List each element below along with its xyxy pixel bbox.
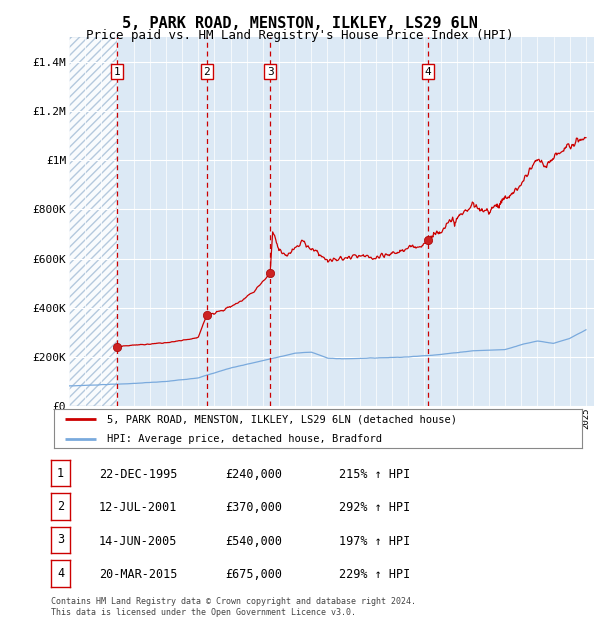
Text: Price paid vs. HM Land Registry's House Price Index (HPI): Price paid vs. HM Land Registry's House … (86, 29, 514, 42)
Text: 4: 4 (57, 567, 64, 580)
Text: 12-JUL-2001: 12-JUL-2001 (99, 501, 178, 514)
Text: £240,000: £240,000 (225, 467, 282, 481)
Text: 4: 4 (425, 66, 431, 77)
Text: 1: 1 (57, 466, 64, 479)
Text: £540,000: £540,000 (225, 534, 282, 547)
Text: 20-MAR-2015: 20-MAR-2015 (99, 568, 178, 581)
Text: £675,000: £675,000 (225, 568, 282, 581)
Text: HPI: Average price, detached house, Bradford: HPI: Average price, detached house, Brad… (107, 434, 382, 444)
Text: 3: 3 (57, 533, 64, 546)
Text: Contains HM Land Registry data © Crown copyright and database right 2024.
This d: Contains HM Land Registry data © Crown c… (51, 598, 416, 617)
Text: 22-DEC-1995: 22-DEC-1995 (99, 467, 178, 481)
Text: 292% ↑ HPI: 292% ↑ HPI (339, 501, 410, 514)
Text: 229% ↑ HPI: 229% ↑ HPI (339, 568, 410, 581)
Text: 2: 2 (57, 500, 64, 513)
Text: 14-JUN-2005: 14-JUN-2005 (99, 534, 178, 547)
Text: 5, PARK ROAD, MENSTON, ILKLEY, LS29 6LN (detached house): 5, PARK ROAD, MENSTON, ILKLEY, LS29 6LN … (107, 414, 457, 424)
Text: 2: 2 (203, 66, 210, 77)
Text: 197% ↑ HPI: 197% ↑ HPI (339, 534, 410, 547)
Text: 5, PARK ROAD, MENSTON, ILKLEY, LS29 6LN: 5, PARK ROAD, MENSTON, ILKLEY, LS29 6LN (122, 16, 478, 31)
Text: 215% ↑ HPI: 215% ↑ HPI (339, 467, 410, 481)
Text: 3: 3 (267, 66, 274, 77)
Text: £370,000: £370,000 (225, 501, 282, 514)
Text: 1: 1 (113, 66, 121, 77)
